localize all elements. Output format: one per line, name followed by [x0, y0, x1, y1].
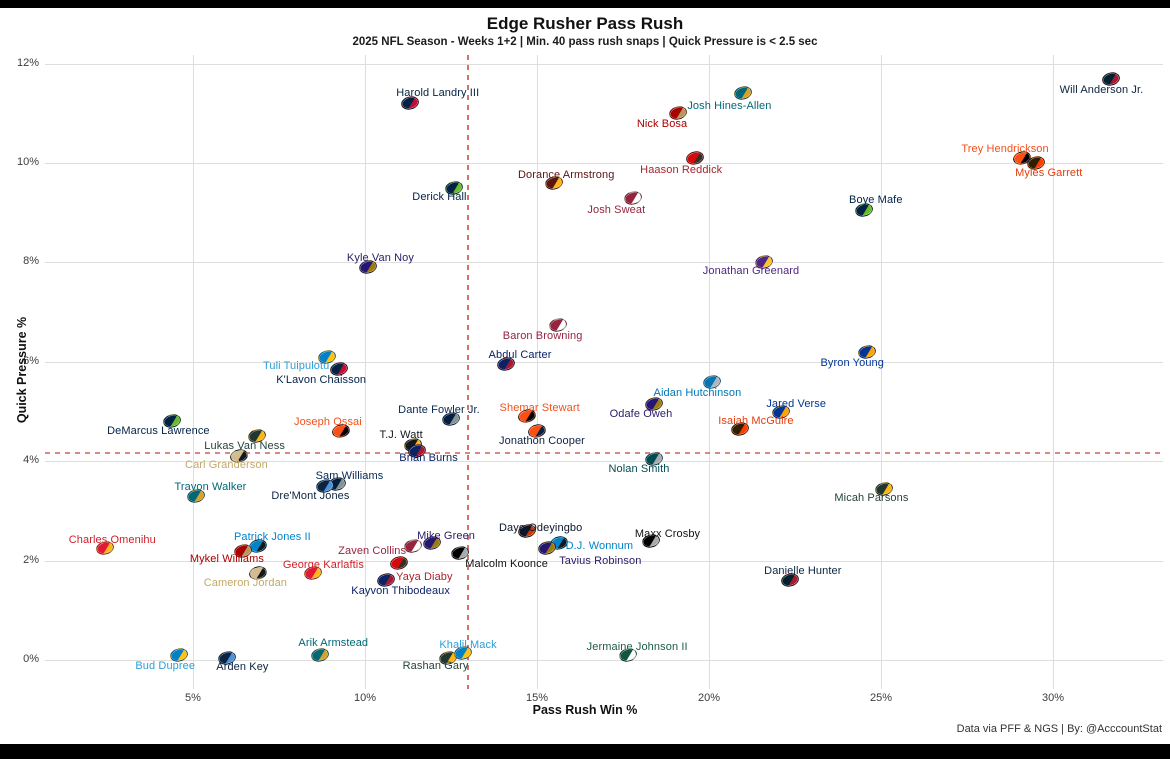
player-label: Charles Omenihu: [68, 534, 156, 547]
player-label: Maxx Crosby: [634, 527, 701, 540]
player-label: Isaiah McGuire: [718, 414, 794, 427]
player-label: D.J. Wonnum: [565, 540, 634, 553]
y-tick-label: 10%: [16, 156, 39, 168]
player-label: Harold Landry III: [396, 87, 480, 100]
player-label: Tuli Tuipulotu: [262, 359, 330, 372]
x-tick-label: 20%: [697, 692, 721, 704]
player-label: Patrick Jones II: [233, 530, 311, 543]
x-axis-title: Pass Rush Win %: [532, 703, 638, 717]
player-label: Josh Sweat: [587, 203, 646, 216]
y-tick-label: 6%: [23, 354, 39, 367]
player-label: Byron Young: [820, 356, 884, 369]
chart-subtitle: 2025 NFL Season - Weeks 1+2 | Min. 40 pa…: [352, 36, 818, 48]
player-label: Will Anderson Jr.: [1059, 83, 1144, 96]
x-gridline: [193, 55, 194, 689]
y-tick-label: 0%: [23, 653, 39, 665]
reference-line-horizontal: [45, 451, 1163, 454]
player-label: Arden Key: [216, 660, 269, 673]
y-gridline: [45, 660, 1163, 661]
x-gridline: [709, 55, 710, 689]
player-label: Shemar Stewart: [499, 402, 580, 415]
player-label: Jermaine Johnson II: [586, 641, 688, 654]
player-label: Zaven Collins: [338, 544, 407, 557]
player-label: Myles Garrett: [1015, 167, 1083, 179]
y-tick-label: 12%: [16, 56, 39, 69]
player-label: Haason Reddick: [640, 164, 723, 177]
chart-title: Edge Rusher Pass Rush: [486, 14, 684, 33]
player-label: Abdul Carter: [488, 349, 552, 362]
player-label: DeMarcus Lawrence: [107, 425, 210, 438]
player-point: [733, 84, 754, 102]
player-label: Josh Hines-Allen: [687, 100, 772, 113]
chart-surface: Edge Rusher Pass Rush 2025 NFL Season - …: [0, 8, 1170, 744]
player-label: Micah Parsons: [834, 491, 909, 504]
credit-text: Data via PFF & NGS | By: @AcccountStat: [956, 723, 1162, 735]
player-label: Jonathon Cooper: [499, 435, 585, 448]
player-label: Arik Armstead: [298, 637, 369, 650]
player-label: Malcolm Koonce: [465, 558, 548, 571]
player-label: Odafe Oweh: [609, 408, 673, 421]
player-label: Aidan Hutchinson: [653, 386, 742, 399]
x-gridline: [1053, 55, 1054, 689]
player-label: Derick Hall: [412, 190, 467, 203]
player-label: Khalil Mack: [439, 638, 497, 651]
player-label: Dre'Mont Jones: [271, 490, 350, 503]
y-gridline: [45, 262, 1163, 264]
x-gridline: [881, 55, 882, 689]
x-tick-label: 10%: [353, 692, 377, 704]
player-label: Brian Burns: [399, 452, 458, 465]
player-label: Trey Hendrickson: [961, 143, 1049, 156]
player-label: Sam Williams: [315, 469, 384, 482]
player-label: Jared Verse: [766, 397, 827, 410]
player-label: Jonathan Greenard: [702, 265, 800, 278]
player-label: Bud Dupree: [135, 660, 196, 673]
reference-line-vertical: [467, 55, 470, 689]
y-gridline: [45, 461, 1163, 463]
player-label: T.J. Watt: [379, 428, 423, 441]
player-label: Kayvon Thibodeaux: [351, 585, 450, 598]
y-axis-title: Quick Pressure %: [15, 316, 29, 424]
player-label: Mykel Williams: [189, 552, 264, 565]
player-label: Mike Green: [417, 530, 476, 543]
player-label: Kyle Van Noy: [346, 252, 414, 265]
player-label: Dante Fowler Jr.: [398, 403, 480, 416]
player-label: Nick Bosa: [636, 118, 688, 131]
y-tick-label: 4%: [23, 454, 39, 467]
player-label: Tavius Robinson: [559, 555, 642, 568]
player-label: Dorance Armstrong: [517, 168, 615, 181]
player-label: Lukas Van Ness: [204, 440, 285, 453]
player-label: Rashan Gary: [402, 659, 469, 672]
player-label: Baron Browning: [502, 329, 583, 342]
player-label: Joseph Ossai: [293, 416, 362, 429]
x-tick-label: 5%: [185, 692, 201, 704]
y-tick-label: 8%: [23, 255, 39, 268]
player-label: Cameron Jordan: [203, 577, 288, 590]
player-label: Nolan Smith: [608, 462, 670, 475]
x-tick-label: 25%: [869, 692, 893, 704]
player-label: Danielle Hunter: [764, 565, 842, 578]
y-tick-label: 2%: [23, 553, 39, 566]
player-label: Dayo Odeyingbo: [499, 521, 583, 534]
x-gridline: [365, 55, 366, 689]
y-gridline: [45, 63, 1163, 65]
player-label: Carl Granderson: [185, 459, 268, 472]
scatter-plot: 5% 10% 15% 20% 25% 30% 0% 2% 4% 6% 8% 10% 12% Harold …: [0, 8, 1170, 744]
x-gridline: [537, 55, 538, 689]
y-gridline: [45, 560, 1163, 562]
player-label: Travon Walker: [174, 480, 247, 493]
y-gridline: [45, 361, 1163, 363]
x-tick-label: 15%: [525, 692, 549, 704]
x-tick-label: 30%: [1041, 692, 1065, 704]
player-point: [389, 554, 410, 572]
top-letterbox-bar: [0, 0, 1170, 8]
bottom-letterbox-bar: [0, 744, 1170, 759]
y-gridline: [45, 163, 1163, 164]
player-label: George Karlaftis: [282, 559, 364, 572]
player-label: Boye Mafe: [849, 194, 903, 207]
player-label: K'Lavon Chaisson: [276, 374, 367, 387]
player-label: Yaya Diaby: [396, 571, 453, 584]
